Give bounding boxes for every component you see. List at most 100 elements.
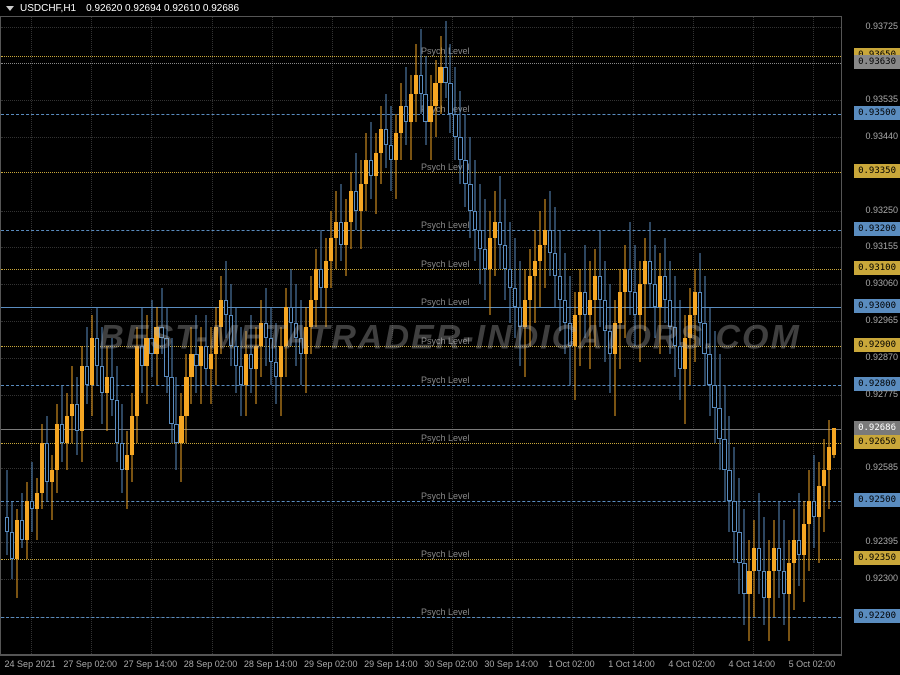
candle	[488, 17, 492, 655]
psych-level-price-box: 0.93200	[854, 222, 900, 236]
psych-level-price-box: 0.93100	[854, 261, 900, 275]
chart-container: USDCHF,H1 0.92620 0.92694 0.92610 0.9268…	[0, 0, 900, 675]
candle	[543, 17, 547, 655]
candle	[538, 17, 542, 655]
chart-plot-area[interactable]: Psych LevelPsych LevelPsych LevelPsych L…	[0, 16, 842, 655]
time-tick-label: 4 Oct 02:00	[662, 656, 722, 675]
candle	[404, 17, 408, 655]
candle	[533, 17, 537, 655]
candle	[274, 17, 278, 655]
candle	[832, 17, 836, 655]
dropdown-icon[interactable]	[6, 6, 14, 11]
candle	[698, 17, 702, 655]
candle	[438, 17, 442, 655]
candle	[379, 17, 383, 655]
candle	[120, 17, 124, 655]
candle	[259, 17, 263, 655]
candle	[149, 17, 153, 655]
candle	[717, 17, 721, 655]
candle	[797, 17, 801, 655]
candle	[568, 17, 572, 655]
candle	[194, 17, 198, 655]
time-tick-label: 27 Sep 02:00	[60, 656, 120, 675]
candle	[85, 17, 89, 655]
price-tick-label: 0.93725	[865, 21, 898, 31]
candle	[80, 17, 84, 655]
candle	[802, 17, 806, 655]
time-tick-label: 28 Sep 02:00	[180, 656, 240, 675]
candle	[688, 17, 692, 655]
price-tick-label: 0.93155	[865, 241, 898, 251]
candle	[772, 17, 776, 655]
candle	[578, 17, 582, 655]
candle	[229, 17, 233, 655]
candle	[314, 17, 318, 655]
price-tick-label: 0.93060	[865, 278, 898, 288]
candle	[653, 17, 657, 655]
candle	[678, 17, 682, 655]
candle	[513, 17, 517, 655]
candle	[827, 17, 831, 655]
candle	[369, 17, 373, 655]
time-tick-label: 1 Oct 02:00	[541, 656, 601, 675]
candle	[643, 17, 647, 655]
candle	[174, 17, 178, 655]
time-tick-label: 5 Oct 02:00	[782, 656, 842, 675]
candle	[628, 17, 632, 655]
candle	[508, 17, 512, 655]
candle	[25, 17, 29, 655]
candle	[309, 17, 313, 655]
candle	[354, 17, 358, 655]
psych-level-price-box: 0.92500	[854, 493, 900, 507]
candle	[747, 17, 751, 655]
candle	[264, 17, 268, 655]
candle	[822, 17, 826, 655]
candle	[349, 17, 353, 655]
candle	[179, 17, 183, 655]
candle	[269, 17, 273, 655]
candle	[598, 17, 602, 655]
candle	[468, 17, 472, 655]
candle	[359, 17, 363, 655]
candle	[493, 17, 497, 655]
candle	[409, 17, 413, 655]
candle	[294, 17, 298, 655]
candle	[234, 17, 238, 655]
candle	[130, 17, 134, 655]
candle	[329, 17, 333, 655]
candle	[463, 17, 467, 655]
candle	[20, 17, 24, 655]
candle	[164, 17, 168, 655]
price-tick-label: 0.93440	[865, 131, 898, 141]
psych-level-price-box: 0.93350	[854, 164, 900, 178]
candle	[279, 17, 283, 655]
current-price-box: 0.92686	[854, 421, 900, 435]
candle	[792, 17, 796, 655]
price-tick-label: 0.93250	[865, 205, 898, 215]
candle	[249, 17, 253, 655]
candle	[523, 17, 527, 655]
candle	[10, 17, 14, 655]
candle	[648, 17, 652, 655]
candle	[219, 17, 223, 655]
time-tick-label: 28 Sep 14:00	[241, 656, 301, 675]
candle	[762, 17, 766, 655]
candle	[707, 17, 711, 655]
psych-level-price-box: 0.92350	[854, 551, 900, 565]
time-tick-label: 27 Sep 14:00	[120, 656, 180, 675]
candle	[722, 17, 726, 655]
time-tick-label: 24 Sep 2021	[0, 656, 60, 675]
candle	[65, 17, 69, 655]
candle	[419, 17, 423, 655]
candle	[169, 17, 173, 655]
candle	[573, 17, 577, 655]
candle	[712, 17, 716, 655]
ohlc-label: 0.92620 0.92694 0.92610 0.92686	[86, 3, 239, 14]
candle	[807, 17, 811, 655]
candle	[244, 17, 248, 655]
candle	[563, 17, 567, 655]
candle	[702, 17, 706, 655]
candle	[673, 17, 677, 655]
candle	[154, 17, 158, 655]
candle	[767, 17, 771, 655]
